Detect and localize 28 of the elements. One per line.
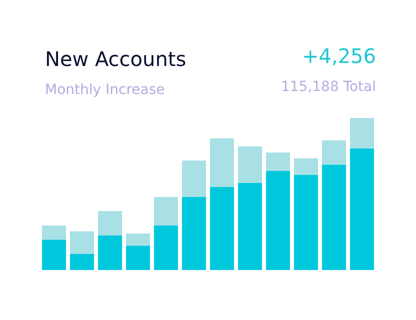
- bar: [42, 225, 66, 240]
- bar: [98, 235, 122, 270]
- bar: [238, 146, 262, 183]
- bar: [98, 211, 122, 236]
- bar: [70, 254, 94, 270]
- text: 115,188 Total: [280, 79, 376, 95]
- bar: [70, 231, 94, 254]
- bar: [350, 148, 374, 270]
- bar: [182, 197, 206, 270]
- bar: [126, 246, 150, 270]
- bar: [154, 197, 178, 226]
- bar: [294, 174, 318, 270]
- bar: [294, 158, 318, 175]
- bar: [42, 240, 66, 270]
- bar: [154, 225, 178, 270]
- chart-title: New Accounts: [45, 47, 186, 71]
- bar: [126, 234, 150, 246]
- bar: [266, 152, 290, 171]
- bar: [182, 160, 206, 198]
- bar: [322, 140, 346, 165]
- chart-subtitle: Monthly Increase: [45, 82, 165, 98]
- bar: [210, 138, 234, 187]
- bar: [322, 164, 346, 270]
- bar: [266, 170, 290, 270]
- bar: [350, 118, 374, 148]
- bar: [238, 182, 262, 270]
- bar: [210, 186, 234, 270]
- text: +4,256: [302, 44, 376, 68]
